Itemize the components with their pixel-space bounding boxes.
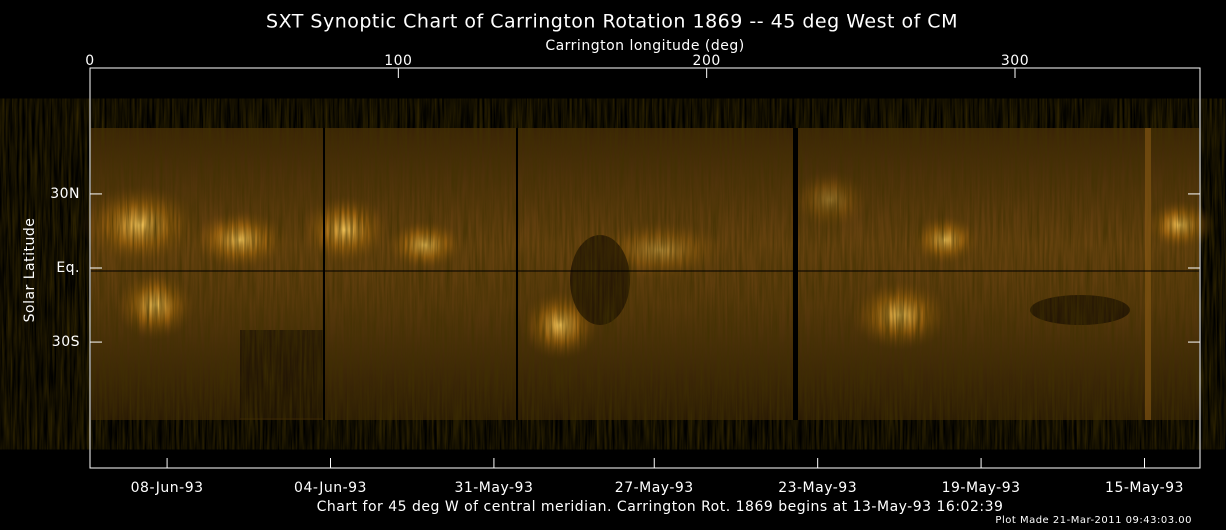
date-tick-label: 31-May-93 (454, 480, 533, 496)
y-tick-label: 30S (52, 334, 80, 350)
x-tick-label: 0 (85, 53, 94, 69)
date-tick-label: 08-Jun-93 (131, 480, 204, 496)
date-tick-label: 23-May-93 (778, 480, 857, 496)
x-tick-label: 200 (693, 53, 721, 69)
date-tick-label: 27-May-93 (615, 480, 694, 496)
y-tick-label: 30N (50, 186, 80, 202)
y-tick-label: Eq. (56, 260, 80, 276)
date-tick-label: 19-May-93 (942, 480, 1021, 496)
synoptic-image (80, 128, 1215, 420)
chart-title: SXT Synoptic Chart of Carrington Rotatio… (266, 11, 958, 33)
x-tick-label: 100 (384, 53, 412, 69)
date-tick-label: 15-May-93 (1105, 480, 1184, 496)
caption: Chart for 45 deg W of central meridian. … (317, 499, 1004, 515)
y-axis-label: Solar Latitude (22, 218, 38, 323)
footnote: Plot Made 21-Mar-2011 09:43:03.00 (995, 515, 1192, 526)
x-axis-label: Carrington longitude (deg) (545, 38, 744, 54)
x-tick-label: 300 (1001, 53, 1029, 69)
date-tick-label: 04-Jun-93 (294, 480, 367, 496)
